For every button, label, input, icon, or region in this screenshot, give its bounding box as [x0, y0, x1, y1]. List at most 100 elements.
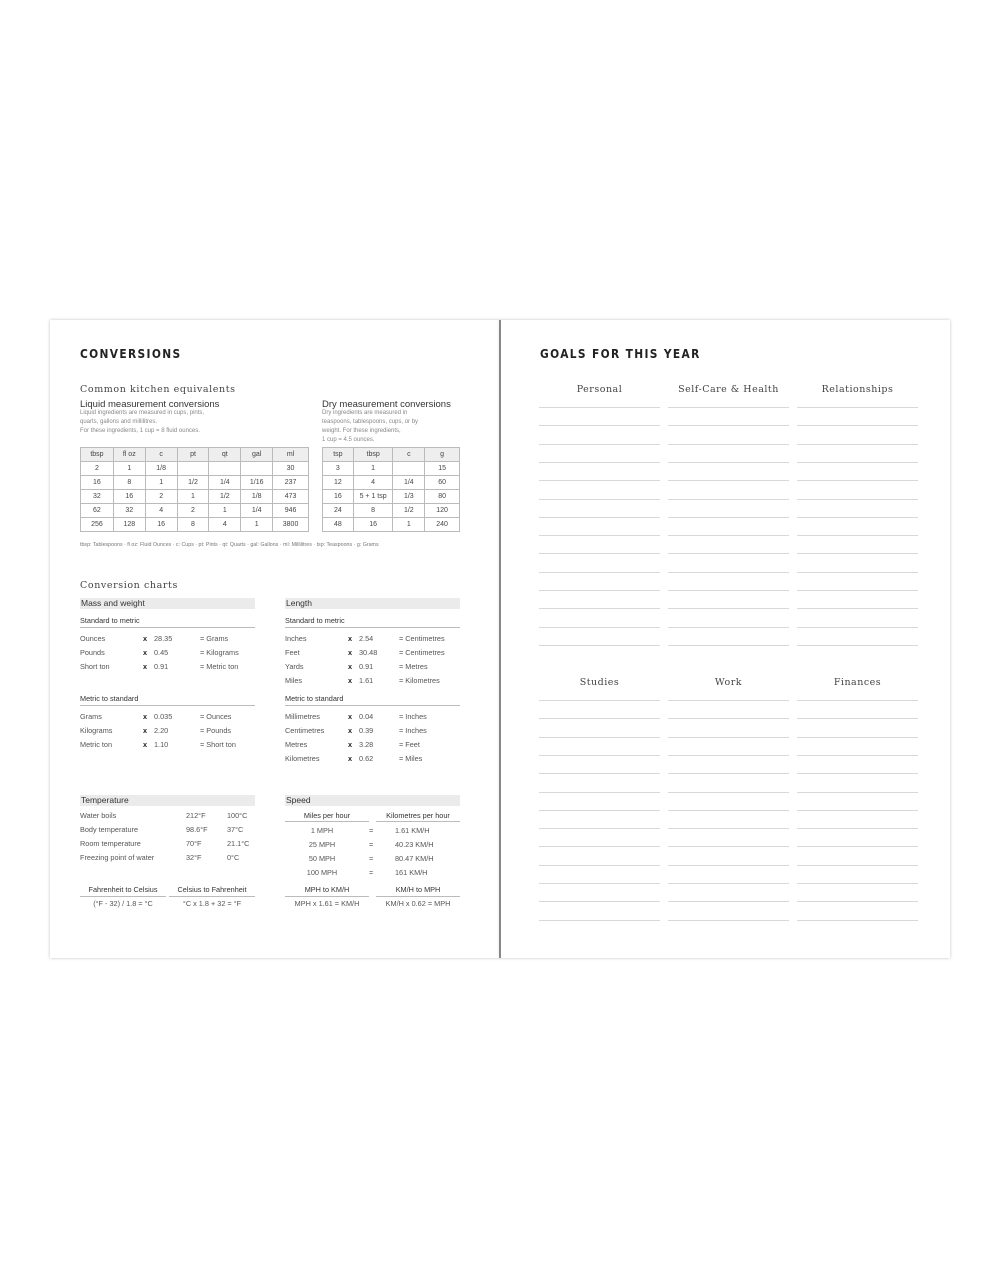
writing-line[interactable]: [539, 535, 660, 537]
writing-line[interactable]: [539, 461, 660, 463]
writing-line[interactable]: [539, 644, 660, 646]
writing-line[interactable]: [668, 425, 789, 427]
column-header: qt: [208, 447, 242, 462]
writing-line[interactable]: [797, 461, 918, 463]
writing-line[interactable]: [539, 919, 660, 921]
writing-line[interactable]: [668, 461, 789, 463]
conversion-cell: x: [348, 726, 353, 735]
writing-line[interactable]: [797, 754, 918, 756]
table-cell: 60: [424, 475, 460, 490]
writing-line[interactable]: [539, 425, 660, 427]
writing-line[interactable]: [539, 590, 660, 591]
writing-line[interactable]: [797, 553, 918, 555]
writing-line[interactable]: [668, 516, 789, 518]
writing-line[interactable]: [797, 407, 918, 408]
writing-line[interactable]: [797, 480, 918, 482]
speed-mph: 100 MPH: [306, 868, 338, 877]
table-cell: 1/4: [392, 475, 426, 490]
writing-line[interactable]: [797, 718, 918, 720]
writing-line[interactable]: [539, 553, 660, 555]
writing-line[interactable]: [668, 498, 789, 500]
writing-line[interactable]: [668, 407, 789, 408]
writing-line[interactable]: [668, 608, 789, 610]
writing-line[interactable]: [797, 846, 918, 848]
writing-line[interactable]: [668, 864, 789, 866]
writing-line[interactable]: [668, 700, 789, 701]
writing-line[interactable]: [539, 516, 660, 518]
writing-line[interactable]: [539, 736, 660, 738]
writing-line[interactable]: [797, 535, 918, 537]
writing-line[interactable]: [797, 700, 918, 701]
writing-line[interactable]: [668, 791, 789, 793]
writing-line[interactable]: [797, 901, 918, 903]
writing-line[interactable]: [668, 590, 789, 591]
writing-line[interactable]: [668, 901, 789, 903]
writing-line[interactable]: [668, 809, 789, 811]
writing-line[interactable]: [668, 480, 789, 482]
writing-line[interactable]: [539, 718, 660, 720]
writing-line[interactable]: [797, 608, 918, 610]
writing-line[interactable]: [797, 736, 918, 738]
writing-line[interactable]: [539, 791, 660, 793]
conversion-cell: 0.04: [359, 712, 374, 721]
writing-line[interactable]: [539, 407, 660, 408]
writing-line[interactable]: [668, 718, 789, 720]
table-cell: 80: [424, 489, 460, 504]
writing-line[interactable]: [668, 883, 789, 884]
writing-line[interactable]: [797, 644, 918, 646]
writing-line[interactable]: [539, 626, 660, 628]
writing-line[interactable]: [797, 516, 918, 518]
writing-line[interactable]: [539, 773, 660, 775]
writing-line[interactable]: [797, 919, 918, 921]
writing-line[interactable]: [797, 828, 918, 830]
speed-kmh: 40.23 KM/H: [395, 840, 434, 849]
writing-line[interactable]: [797, 498, 918, 500]
writing-line[interactable]: [797, 791, 918, 793]
writing-line[interactable]: [539, 846, 660, 848]
writing-line[interactable]: [668, 919, 789, 921]
conversion-cell: x: [143, 712, 148, 721]
writing-line[interactable]: [797, 864, 918, 866]
writing-line[interactable]: [668, 754, 789, 756]
writing-line[interactable]: [539, 443, 660, 445]
writing-line[interactable]: [797, 590, 918, 591]
speed-kmh: 161 KM/H: [395, 868, 428, 877]
writing-line[interactable]: [797, 883, 918, 884]
conversion-cell: = Miles: [399, 754, 423, 763]
writing-line[interactable]: [539, 700, 660, 701]
table-cell: 1/4: [208, 475, 242, 490]
writing-line[interactable]: [539, 608, 660, 610]
writing-line[interactable]: [539, 571, 660, 573]
table-cell: 16: [144, 517, 178, 532]
writing-line[interactable]: [539, 828, 660, 830]
writing-line[interactable]: [797, 425, 918, 427]
column-header: ml: [272, 447, 309, 462]
writing-line[interactable]: [668, 644, 789, 646]
writing-line[interactable]: [797, 443, 918, 445]
formula: MPH x 1.61 = KM/H: [294, 899, 360, 908]
writing-line[interactable]: [668, 828, 789, 830]
writing-line[interactable]: [797, 571, 918, 573]
writing-line[interactable]: [668, 443, 789, 445]
writing-line[interactable]: [539, 498, 660, 500]
writing-line[interactable]: [668, 571, 789, 573]
writing-line[interactable]: [668, 773, 789, 775]
writing-line[interactable]: [668, 535, 789, 537]
writing-line[interactable]: [539, 809, 660, 811]
writing-line[interactable]: [539, 864, 660, 866]
writing-line[interactable]: [539, 883, 660, 884]
writing-line[interactable]: [797, 773, 918, 775]
table-cell: 1/4: [240, 503, 274, 518]
writing-line[interactable]: [668, 736, 789, 738]
writing-line[interactable]: [539, 480, 660, 482]
writing-line[interactable]: [539, 754, 660, 756]
table-cell: 48: [322, 517, 354, 532]
table-cell: 8: [112, 475, 146, 490]
liquid-title: Liquid measurement conversions: [80, 399, 220, 410]
writing-line[interactable]: [797, 809, 918, 811]
writing-line[interactable]: [668, 846, 789, 848]
writing-line[interactable]: [797, 626, 918, 628]
writing-line[interactable]: [668, 553, 789, 555]
writing-line[interactable]: [668, 626, 789, 628]
writing-line[interactable]: [539, 901, 660, 903]
